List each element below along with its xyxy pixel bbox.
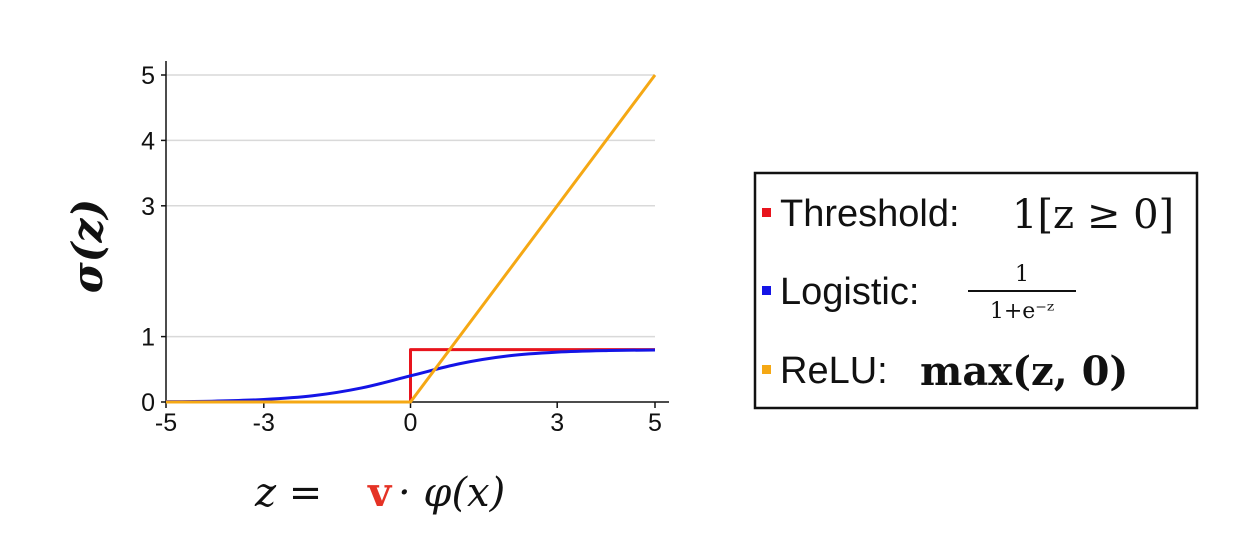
x-tick-label-0: 0: [404, 409, 418, 437]
x-axis-label-prefix: z =: [254, 470, 322, 516]
legend-swatch-relu: [762, 365, 771, 374]
series-lines: [165, 74, 657, 404]
series-line-relu: [166, 74, 657, 404]
legend-swatch-logistic: [762, 286, 771, 295]
legend-formula-threshold: 1[z ≥ 0]: [1012, 192, 1174, 238]
y-tick-label-3: 3: [141, 193, 155, 221]
legend: Threshold: 1[z ≥ 0] Logistic: 1 1+e⁻ᶻ Re…: [753, 171, 1199, 410]
legend-item-logistic: Logistic: 1 1+e⁻ᶻ: [762, 262, 1076, 324]
y-gridlines: [166, 74, 655, 338]
y-tick-label-4: 4: [141, 127, 155, 155]
x-axis-label: z = v · φ(x): [254, 469, 505, 516]
legend-formula-relu: max(z, 0): [920, 348, 1128, 395]
x-axis-label-suffix: · φ(x): [398, 470, 505, 516]
legend-label-relu: ReLU:: [780, 350, 888, 392]
legend-item-relu: ReLU: max(z, 0): [762, 348, 1128, 395]
x-tick-labels: -5 -3 0 3 5: [155, 402, 662, 437]
y-tick-label-1: 1: [141, 324, 155, 352]
series-line-logistic: [165, 348, 656, 404]
x-tick-label-5: 5: [648, 409, 662, 437]
legend-item-threshold: Threshold: 1[z ≥ 0]: [762, 192, 1174, 238]
y-tick-label-0: 0: [141, 389, 155, 417]
legend-formula-logistic-denominator: 1+e⁻ᶻ: [990, 299, 1054, 324]
legend-swatch-threshold: [762, 208, 771, 217]
x-axis-label-vector: v: [367, 469, 393, 516]
legend-label-threshold: Threshold:: [780, 193, 960, 235]
y-tick-labels: 0 1 3 4 5: [141, 62, 166, 417]
y-axis-label: σ(z): [63, 199, 112, 294]
y-tick-label-5: 5: [141, 62, 155, 90]
x-tick-label--5: -5: [155, 409, 177, 437]
x-tick-label-3: 3: [550, 409, 564, 437]
legend-label-logistic: Logistic:: [780, 271, 919, 313]
x-tick-label--3: -3: [253, 409, 275, 437]
legend-formula-logistic-numerator: 1: [1015, 262, 1029, 287]
